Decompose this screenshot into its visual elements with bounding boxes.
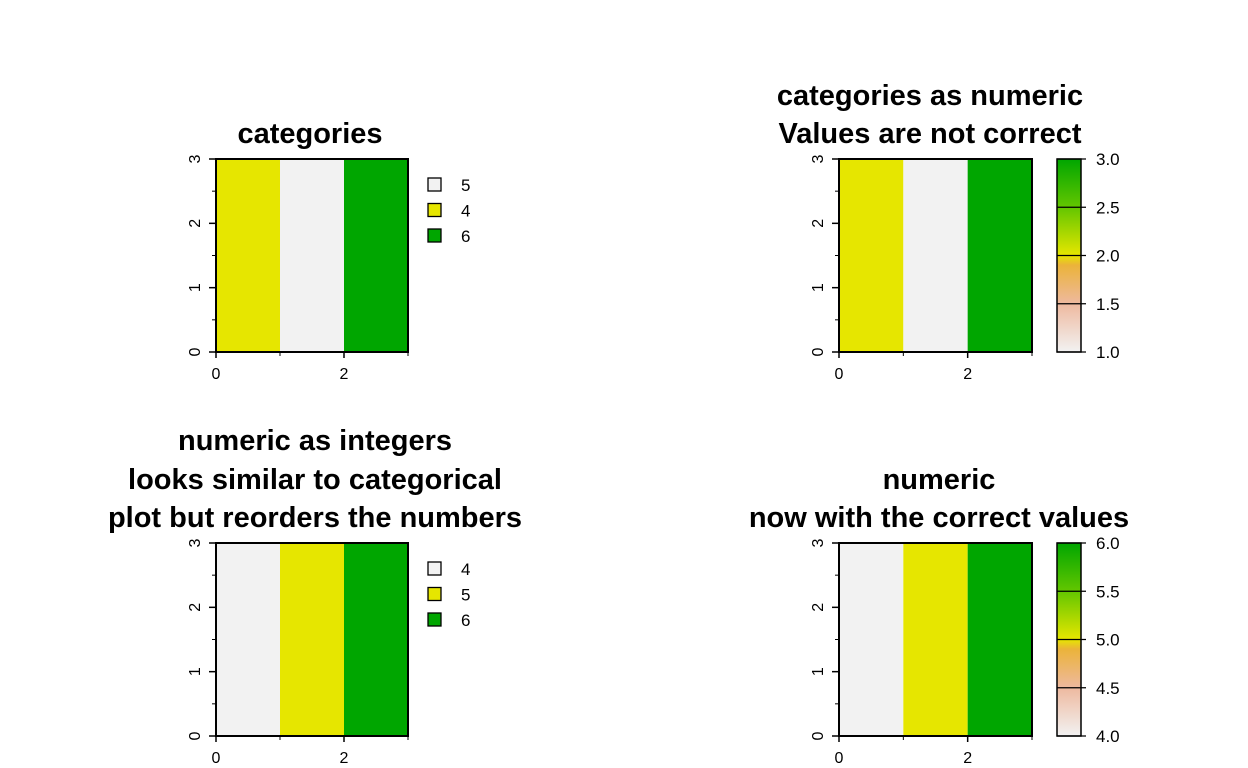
y-tick-label: 3 bbox=[810, 538, 827, 547]
colorbar-tick-label: 4.0 bbox=[1096, 727, 1120, 746]
colorbar-tick-label: 1.0 bbox=[1096, 343, 1120, 362]
legend-label: 5 bbox=[461, 176, 470, 195]
x-tick-label: 2 bbox=[340, 750, 349, 767]
colorbar-tick-label: 5.0 bbox=[1096, 631, 1120, 650]
y-tick-label: 1 bbox=[810, 667, 827, 676]
legend-swatch bbox=[427, 228, 442, 243]
legend-swatch bbox=[427, 612, 442, 627]
legend-swatch bbox=[427, 586, 442, 602]
colorbar-tick-label: 5.5 bbox=[1096, 582, 1120, 601]
raster-cell bbox=[344, 543, 408, 736]
raster-cell bbox=[903, 543, 968, 736]
y-tick-label: 3 bbox=[187, 538, 204, 547]
raster-cell bbox=[903, 159, 968, 352]
y-tick-label: 3 bbox=[810, 154, 827, 163]
colorbar-tick-label: 6.0 bbox=[1096, 534, 1120, 553]
x-tick-label: 2 bbox=[963, 366, 972, 383]
y-tick-label: 2 bbox=[187, 219, 204, 228]
y-tick-label: 3 bbox=[187, 154, 204, 163]
y-tick-label: 2 bbox=[187, 603, 204, 612]
colorbar-tick-label: 1.5 bbox=[1096, 295, 1120, 314]
y-tick-label: 2 bbox=[810, 603, 827, 612]
panel-top-left: categories 0 2 0 1 2 3 5 4 6 bbox=[187, 118, 470, 383]
legend-swatch bbox=[427, 202, 442, 218]
chart-title-line: Values are not correct bbox=[778, 118, 1081, 150]
legend-label: 6 bbox=[461, 611, 470, 630]
x-tick-label: 0 bbox=[835, 750, 844, 767]
chart-title-line: plot but reorders the numbers bbox=[108, 502, 522, 534]
panel-top-right: categories as numeric Values are not corr… bbox=[777, 80, 1120, 383]
y-tick-label: 0 bbox=[810, 347, 827, 356]
chart-title-line: now with the correct values bbox=[749, 502, 1129, 534]
raster-cell bbox=[216, 543, 280, 736]
x-tick-label: 2 bbox=[963, 750, 972, 767]
colorbar-tick-label: 2.5 bbox=[1096, 198, 1120, 217]
legend-label: 4 bbox=[461, 560, 470, 579]
legend-swatch bbox=[427, 561, 442, 576]
x-tick-label: 0 bbox=[835, 366, 844, 383]
chart-title-line: numeric bbox=[883, 464, 996, 496]
legend-label: 6 bbox=[461, 227, 470, 246]
colorbar-tick-label: 2.0 bbox=[1096, 247, 1120, 266]
raster-cell bbox=[967, 543, 1032, 736]
colorbar-tick-label: 4.5 bbox=[1096, 679, 1120, 698]
x-tick-label: 0 bbox=[212, 750, 221, 767]
colorbar-tick-label: 3.0 bbox=[1096, 150, 1120, 169]
x-tick-label: 0 bbox=[212, 366, 221, 383]
x-tick-label: 2 bbox=[340, 366, 349, 383]
chart-title-line: numeric as integers bbox=[178, 425, 452, 457]
chart-title-line: categories bbox=[237, 118, 382, 150]
chart-title-line: categories as numeric bbox=[777, 80, 1083, 112]
legend-swatch bbox=[427, 177, 442, 192]
y-tick-label: 0 bbox=[187, 347, 204, 356]
y-tick-label: 0 bbox=[187, 731, 204, 740]
raster-cell bbox=[839, 159, 904, 352]
panel-bottom-right: numeric now with the correct values 0 2 0 1 2 3… bbox=[749, 464, 1129, 767]
raster-cell bbox=[839, 543, 904, 736]
y-tick-label: 0 bbox=[810, 731, 827, 740]
panel-bottom-left: numeric as integers looks similar to cate… bbox=[108, 425, 522, 767]
raster-cell bbox=[280, 159, 344, 352]
y-tick-label: 1 bbox=[810, 283, 827, 292]
raster-cell bbox=[967, 159, 1032, 352]
raster-cell bbox=[280, 543, 344, 736]
y-tick-label: 2 bbox=[810, 219, 827, 228]
legend-label: 4 bbox=[461, 202, 470, 221]
y-tick-label: 1 bbox=[187, 667, 204, 676]
y-tick-label: 1 bbox=[187, 283, 204, 292]
raster-cell bbox=[344, 159, 408, 352]
legend-label: 5 bbox=[461, 586, 470, 605]
chart-title-line: looks similar to categorical bbox=[128, 464, 502, 496]
raster-cell bbox=[216, 159, 280, 352]
